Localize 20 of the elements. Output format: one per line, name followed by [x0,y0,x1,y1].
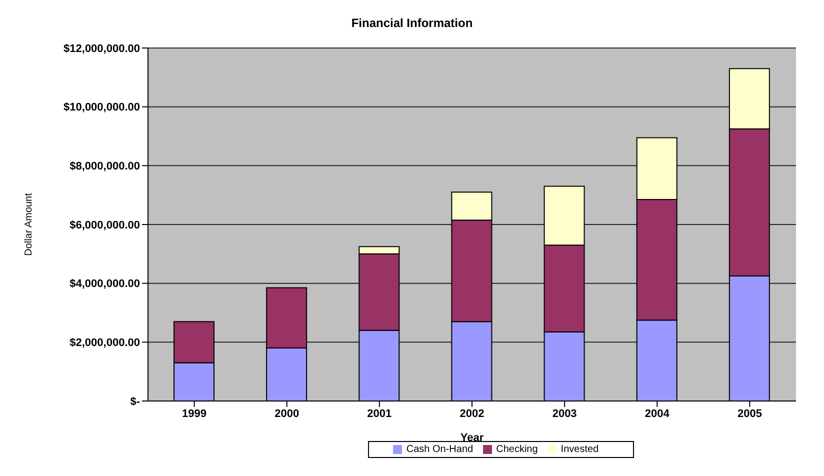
legend-label: Cash On-Hand [406,444,474,455]
y-tick-label: $- [130,396,140,408]
y-tick-label: $10,000,000.00 [64,102,140,114]
x-tick-label: 2002 [460,408,484,420]
x-tick-label: 2000 [274,408,300,420]
legend-label: Checking [496,444,538,455]
legend-label: Invested [560,444,599,455]
x-axis-title: Year [460,432,484,444]
y-tick-label: $12,000,000.00 [64,42,140,55]
y-tick-label: $4,000,000.00 [70,278,140,290]
x-tick-label: 2001 [367,408,392,420]
x-tick-label: 1999 [182,408,207,420]
chart-title: Financial Information [350,15,474,32]
y-tick-label: $8,000,000.00 [70,160,140,173]
x-tick-label: 2003 [552,408,577,420]
y-axis-title: Dollar Amount [24,192,35,256]
x-tick-label: 2004 [644,408,670,420]
x-tick-label: 2005 [737,408,762,420]
y-tick-label: $6,000,000.00 [70,219,140,232]
y-tick-label: $2,000,000.00 [70,337,140,350]
